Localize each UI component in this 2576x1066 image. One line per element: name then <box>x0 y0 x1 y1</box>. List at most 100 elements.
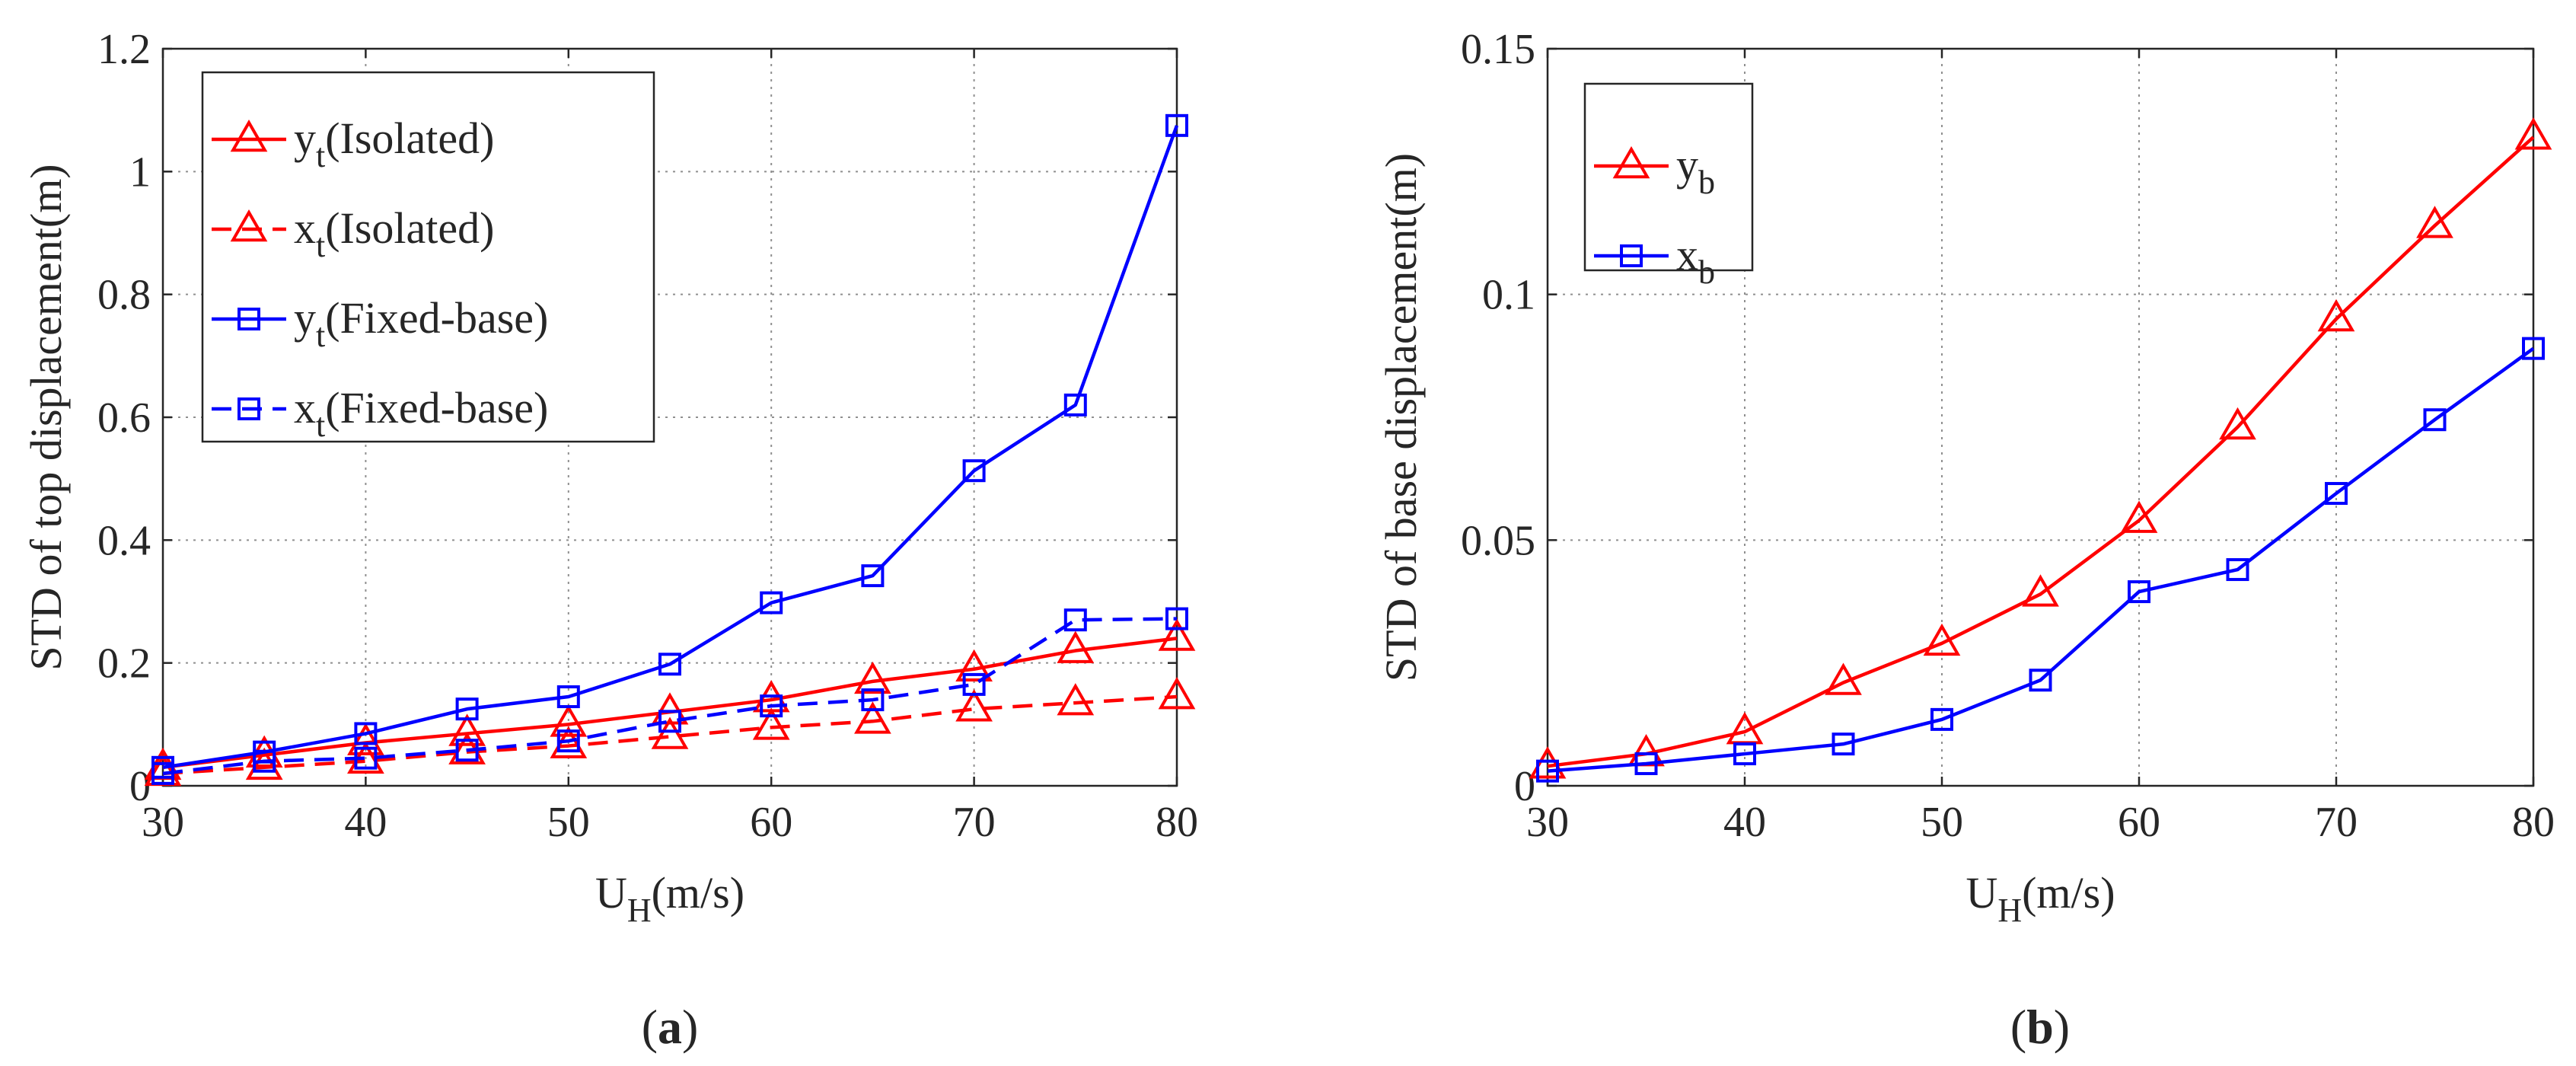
y-tick-label: 0.05 <box>1461 517 1535 564</box>
data-point <box>760 591 783 614</box>
y-tick-label: 1.2 <box>97 26 151 73</box>
data-point <box>2325 482 2348 506</box>
data-point <box>658 653 681 676</box>
y-axis-label: STD of top displacement(m) <box>21 164 71 670</box>
legend-label: yt(Isolated) <box>294 113 494 174</box>
data-point <box>2522 337 2545 360</box>
data-point <box>1165 607 1188 630</box>
y-tick-label: 0.1 <box>1482 272 1535 319</box>
data-point <box>1158 618 1196 651</box>
x-axis-label: UH(m/s) <box>595 868 744 929</box>
data-point <box>1057 630 1095 663</box>
data-point <box>962 459 986 483</box>
series-yb <box>1529 117 2552 779</box>
axes-box <box>1546 47 2535 787</box>
data-point <box>2029 669 2052 692</box>
legend-label: xt(Isolated) <box>294 203 494 264</box>
y-tick-label: 1 <box>129 148 151 196</box>
data-point <box>651 717 689 749</box>
data-point <box>1733 742 1756 766</box>
panel-label: (b) <box>2010 1000 2070 1054</box>
series-line <box>162 125 1179 770</box>
y-tick-label: 0.2 <box>97 640 151 688</box>
chart-a: 30 40 50 60 70 80 0 0.2 0.4 0.6 0.8 1 1.2 UH(m/s) STD … <box>21 26 1198 1054</box>
y-tick-label: 0 <box>1514 763 1535 810</box>
data-point <box>2423 408 2447 432</box>
data-point <box>448 713 486 746</box>
data-point <box>1832 732 1855 756</box>
data-point <box>2317 298 2355 332</box>
data-point <box>1063 393 1087 417</box>
y-tick-label: 0.15 <box>1461 26 1535 73</box>
y-tick-label: 0.6 <box>97 394 151 442</box>
data-point <box>2022 574 2059 607</box>
legend-label: xt(Fixed-base) <box>294 383 548 444</box>
data-point <box>854 661 891 694</box>
data-point <box>861 688 885 712</box>
x-tick-label: 50 <box>1921 799 1963 846</box>
series-line <box>162 617 1178 776</box>
data-point <box>1930 707 1953 731</box>
data-point <box>752 707 790 740</box>
data-point <box>1165 113 1188 137</box>
data-point <box>2120 500 2158 533</box>
data-point <box>2219 407 2256 440</box>
data-point <box>962 672 986 696</box>
x-tick-label: 70 <box>953 799 996 846</box>
x-tick-label: 60 <box>2118 799 2160 846</box>
legend-label: xb <box>1676 230 1715 291</box>
x-tick-label: 60 <box>750 799 792 846</box>
data-point <box>955 689 993 722</box>
data-point <box>455 739 479 762</box>
chart-b: 30 40 50 60 70 80 0 0.05 0.1 0.15 UH(m/s) STD of ba… <box>1376 26 2555 1054</box>
legend-label: yb <box>1676 140 1715 201</box>
data-point <box>1536 759 1559 783</box>
data-point <box>651 692 689 725</box>
data-point <box>861 564 885 588</box>
x-tick-label: 30 <box>142 799 184 846</box>
y-tick-label: 0.4 <box>97 517 151 564</box>
x-tick-label: 30 <box>1526 799 1569 846</box>
legend-box <box>201 71 655 443</box>
series-xt(Fixed-base) <box>151 607 1188 785</box>
data-point <box>2128 580 2150 604</box>
data-point <box>455 697 479 721</box>
data-point <box>1529 746 1567 779</box>
data-point <box>253 749 276 773</box>
x-tick-label: 40 <box>344 799 387 846</box>
series-line <box>1547 346 2535 773</box>
x-axis-label: UH(m/s) <box>1965 868 2115 929</box>
data-point <box>245 747 283 780</box>
legend: yt(Isolated) xt(Isolated) yt(Fixed-base) xt… <box>201 71 655 444</box>
data-point <box>2416 206 2453 238</box>
x-tick-label: 80 <box>2512 799 2555 846</box>
data-point <box>1063 608 1087 632</box>
data-point <box>955 649 993 682</box>
data-point <box>347 723 384 755</box>
data-point <box>556 729 580 753</box>
y-axis-label: STD of base displacement(m) <box>1376 153 1426 681</box>
data-point <box>1158 677 1196 710</box>
data-point <box>1825 662 1862 695</box>
data-point <box>151 761 174 785</box>
data-point <box>354 746 378 770</box>
legend-marker <box>238 397 260 420</box>
x-tick-label: 70 <box>2315 799 2358 846</box>
legend-marker <box>230 209 268 242</box>
legend-box <box>1583 82 1754 272</box>
legend-label: yt(Fixed-base) <box>294 293 548 354</box>
x-tick-label: 40 <box>1723 799 1766 846</box>
legend: yb xb <box>1583 82 1754 291</box>
data-point <box>354 722 378 745</box>
series-line <box>1547 136 2535 768</box>
data-point <box>550 704 588 737</box>
data-point <box>2226 558 2249 582</box>
legend-marker <box>1620 244 1643 267</box>
legend-marker <box>230 119 268 152</box>
series-line <box>162 694 1178 776</box>
x-tick-label: 50 <box>547 799 590 846</box>
data-point <box>1057 683 1095 716</box>
data-point <box>760 694 783 718</box>
y-tick-label: 0.8 <box>97 272 151 319</box>
